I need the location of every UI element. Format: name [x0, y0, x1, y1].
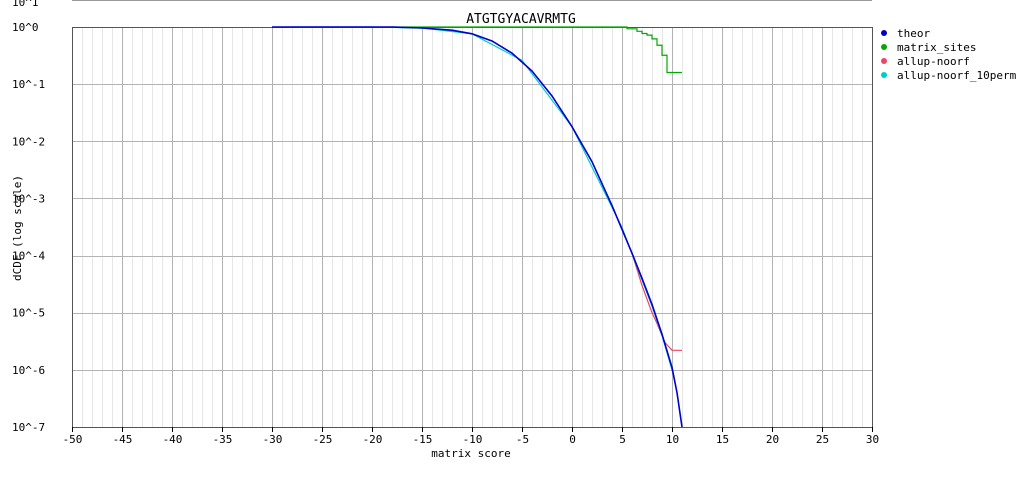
y-tick-label: 10^-4	[12, 250, 45, 263]
x-tick-label: -15	[413, 433, 433, 446]
y-tick-label: 10^-2	[12, 135, 45, 148]
legend: theormatrix_sitesallup-noorfallup-noorf_…	[881, 27, 1017, 82]
x-tick-label: 0	[569, 433, 576, 446]
x-tick-label: 30	[866, 433, 879, 446]
y-tick-label: 10^-7	[12, 421, 45, 434]
legend-label: matrix_sites	[897, 41, 976, 54]
legend-label: allup-noorf_10perm	[897, 69, 1017, 82]
grid	[72, 27, 873, 428]
series-line-allup-noorf	[631, 253, 682, 351]
x-tick-label: -5	[516, 433, 529, 446]
y-axis-label: dCDF (log scale)	[11, 175, 24, 281]
x-tick-label: -10	[463, 433, 483, 446]
legend-marker	[881, 58, 887, 64]
y-tick-label: 10^0	[12, 21, 39, 34]
legend-label: allup-noorf	[897, 55, 970, 68]
x-tick-label: -50	[63, 433, 83, 446]
legend-marker	[881, 72, 887, 78]
chart-title: ATGTGYACAVRMTG	[466, 12, 576, 27]
legend-marker	[881, 30, 887, 36]
x-tick-label: 25	[816, 433, 829, 446]
series-line-allup-noorf_10perm	[292, 26, 676, 383]
x-tick-label: -40	[163, 433, 183, 446]
y-tick-label: 10^-1	[12, 78, 45, 91]
series-line-matrix_sites	[392, 26, 682, 74]
y-tick-label: 10^-5	[12, 307, 45, 320]
x-tick-label: 5	[619, 433, 626, 446]
x-tick-label: -25	[313, 433, 333, 446]
x-tick-label: 20	[766, 433, 779, 446]
x-tick-label: -20	[363, 433, 383, 446]
x-tick-label: -30	[263, 433, 283, 446]
x-tick-label: -45	[113, 433, 133, 446]
series-line-theor	[272, 26, 683, 428]
x-tick-labels: -50 -45 -40 -35 -30 -25 -20 -15 -10 -5 0 5 10 15 20 25 3…	[63, 427, 879, 446]
y-tick-label: 10^-6	[12, 364, 45, 377]
x-tick-label: 15	[716, 433, 729, 446]
x-tick-label: 10	[666, 433, 679, 446]
x-axis-label: matrix score	[431, 447, 510, 460]
y-tick-labels: 10^0 10^-1 10^-2 10^-3 10^-4 10^-5 10^-6 10^-7	[12, 21, 45, 434]
y-tick-label: 10^-3	[12, 192, 45, 205]
legend-label: theor	[897, 27, 930, 40]
legend-marker	[881, 44, 887, 50]
x-tick-label: -35	[213, 433, 233, 446]
series-lines	[272, 26, 683, 428]
top-partial-tick-label: 10^1	[12, 0, 39, 9]
